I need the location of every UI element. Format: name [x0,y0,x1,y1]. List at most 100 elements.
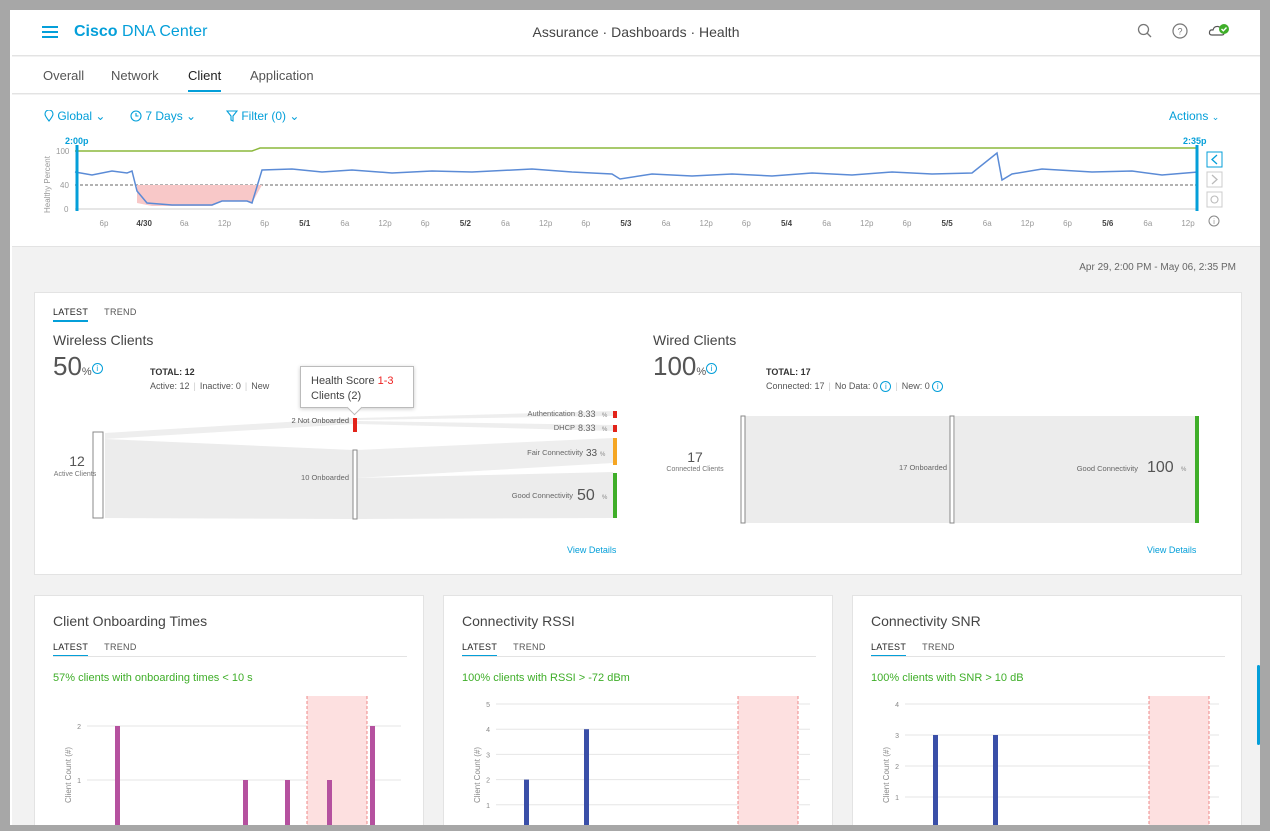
pct-unit: % [81,366,92,378]
connected-clients-node[interactable] [740,415,746,524]
divider [53,656,407,657]
wired-connected: Connected: 17 [766,381,825,391]
health-timeline: Global ⌄ 7 Days ⌄ Filter (0) ⌄ Actions ⌄… [12,95,1260,247]
tab-client[interactable]: Client [188,68,222,92]
onboarded-node[interactable] [949,415,955,524]
x-tick: 12p [1021,219,1035,228]
menu-icon[interactable] [42,26,58,38]
y-axis-label: Client Count (#) [64,747,73,803]
flow-auth [357,411,613,420]
auth-pct-sign: % [602,413,608,419]
tab-latest[interactable]: LATEST [462,642,498,657]
tab-latest[interactable]: LATEST [53,307,89,322]
actions-menu[interactable]: Actions ⌄ [1169,109,1219,123]
good-pct: 100 [1147,459,1174,476]
cloud-status-icon[interactable] [1208,22,1230,40]
y-axis-label: Client Count (#) [473,747,482,803]
x-tick: 6a [662,219,671,228]
panel-tabs: LATEST TREND [462,642,562,657]
onboarded-node[interactable] [352,449,358,520]
y-tick: 2 [486,778,490,785]
timeline-start-label: 2:00p [65,136,89,146]
x-tick: 6a [1143,219,1152,228]
info-icon[interactable]: i [932,381,944,393]
y-tick: 3 [486,752,490,759]
timeline-chart[interactable]: 2:00p 2:35p Healthy Percent 100 40 0 6p 4… [12,95,1260,247]
info-icon[interactable]: i [706,362,718,374]
bar [933,735,938,825]
active-clients-node[interactable] [92,431,104,519]
x-tick: 6p [421,219,430,228]
panel-summary: 100% clients with RSSI > -72 dBm [462,672,630,684]
y-tick: 4 [486,727,490,734]
wired-total: TOTAL: 17 [766,367,811,377]
refresh-icon [1210,195,1219,204]
panel-title: Connectivity RSSI [462,613,575,629]
brand[interactable]: Cisco DNA Center [74,23,207,41]
tab-network[interactable]: Network [111,68,159,83]
next-button[interactable] [1206,171,1223,188]
panel-chart[interactable]: Client Count (#) 4 3 2 1 [853,696,1243,825]
tab-trend[interactable]: TREND [104,307,137,317]
wired-view-details[interactable]: View Details [1147,545,1197,555]
time-range-selector[interactable]: 7 Days ⌄ [130,109,196,123]
wired-sankey[interactable]: 17 Connected Clients 17 Onboarded Good C… [635,408,1235,558]
fair-pct-sign: % [600,452,606,458]
search-icon[interactable] [1136,22,1154,40]
not-onboarded-node[interactable] [353,418,357,432]
x-tick: 12p [378,219,392,228]
bar [285,780,290,825]
wireless-title: Wireless Clients [53,332,154,348]
bar [993,735,998,825]
date-range: Apr 29, 2:00 PM - May 06, 2:35 PM [1079,262,1236,273]
auth-node[interactable] [613,411,617,418]
panel-chart[interactable]: Client Count (#) 5 4 3 2 1 [444,696,834,825]
tab-trend[interactable]: TREND [922,642,955,652]
tab-latest[interactable]: LATEST [871,642,907,657]
dhcp-node[interactable] [613,425,617,432]
threshold-region [1149,696,1209,825]
active-count: 12 [69,453,85,469]
y-axis-label: Healthy Percent [43,155,52,213]
filter-selector[interactable]: Filter (0) ⌄ [225,109,299,123]
panel-tabs: LATEST TREND [871,642,971,657]
panel-title: Client Onboarding Times [53,613,208,629]
help-icon[interactable]: ? [1171,22,1189,40]
wireless-sankey[interactable]: 12 Active Clients 2 Not Onboarded 10 Onb… [35,408,635,558]
onboarded-label: 10 Onboarded [301,473,349,482]
x-tick: 5/4 [781,219,793,228]
tab-application[interactable]: Application [250,68,314,83]
x-tick: 5/2 [460,219,472,228]
good-node[interactable] [613,473,617,518]
info-icon[interactable]: i [880,381,892,393]
prev-button[interactable] [1206,151,1223,168]
good-node[interactable] [1195,416,1199,523]
chevron-down-icon: ⌄ [95,109,106,123]
reset-button[interactable] [1206,191,1223,208]
tab-trend[interactable]: TREND [513,642,546,652]
info-icon[interactable] [1208,215,1220,227]
chevron-down-icon: ⌄ [186,109,197,123]
location-selector[interactable]: Global ⌄ [44,109,105,123]
y-tick: 2 [895,764,899,771]
x-tick: 6p [742,219,751,228]
x-tick: 6p [1063,219,1072,228]
wired-title: Wired Clients [653,332,737,348]
panel-chart[interactable]: Client Count (#) 2 1 [35,696,425,825]
flow-not-onboarded [105,418,353,439]
wired-new: New: 0 [901,381,930,391]
scrollbar[interactable] [1257,665,1260,745]
fair-pct: 33 [586,448,598,459]
tab-trend[interactable]: TREND [104,642,137,652]
y-axis-label: Client Count (#) [882,747,891,803]
top-bar: Cisco DNA Center Assurance · Dashboards … [12,10,1260,56]
blue-series-line [74,151,1199,206]
y-tick: 100 [56,147,70,156]
tab-overall[interactable]: Overall [43,68,85,83]
wireless-view-details[interactable]: View Details [567,545,617,555]
fair-node[interactable] [613,438,617,465]
tab-latest[interactable]: LATEST [53,642,89,657]
info-icon[interactable]: i [91,362,103,374]
panel-tabs: LATEST TREND [53,642,153,657]
threshold-region [307,696,367,825]
